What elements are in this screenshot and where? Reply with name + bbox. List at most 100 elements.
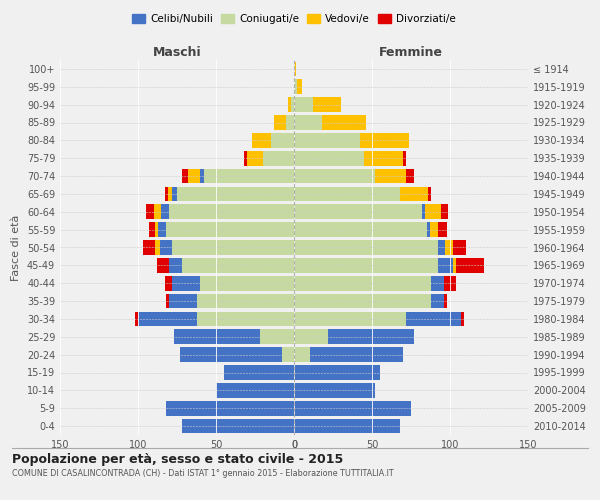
Bar [294,222,427,237]
Bar [297,80,302,94]
Bar [294,419,400,434]
Bar [174,330,260,344]
Bar [428,186,431,201]
Bar [375,168,406,184]
Bar [294,312,406,326]
Bar [169,204,294,219]
Title: Femmine: Femmine [379,46,443,59]
Bar [281,348,294,362]
Bar [445,240,453,255]
Bar [294,186,400,201]
Bar [437,258,453,272]
Bar [180,348,281,362]
Bar [294,151,364,166]
Bar [444,276,456,290]
Bar [425,204,440,219]
Bar [406,168,414,184]
Bar [169,258,182,272]
Y-axis label: Fasce di età: Fasce di età [11,214,21,280]
Bar [157,258,169,272]
Bar [294,80,297,94]
Bar [172,276,200,290]
Bar [182,419,294,434]
Bar [154,204,161,219]
Bar [322,115,366,130]
Bar [294,348,310,362]
Bar [155,240,160,255]
Bar [138,312,197,326]
Bar [294,401,411,415]
Bar [310,348,403,362]
Bar [294,240,437,255]
Bar [294,62,296,76]
Bar [172,186,177,201]
Bar [146,204,154,219]
Bar [160,240,172,255]
Bar [164,186,167,201]
Bar [158,222,166,237]
Bar [169,294,197,308]
Bar [437,240,445,255]
Bar [294,276,431,290]
Bar [172,240,294,255]
Bar [149,222,155,237]
Bar [403,151,406,166]
Bar [166,294,169,308]
Bar [364,151,403,166]
Bar [197,294,294,308]
Bar [177,186,294,201]
Bar [271,133,294,148]
Bar [188,168,200,184]
Bar [294,204,422,219]
Bar [440,204,448,219]
Bar [182,168,188,184]
Bar [461,312,464,326]
Bar [313,98,341,112]
Bar [288,98,291,112]
Bar [294,115,322,130]
Bar [200,276,294,290]
Title: Maschi: Maschi [152,46,202,59]
Bar [294,258,437,272]
Bar [143,240,155,255]
Bar [135,312,138,326]
Bar [247,151,263,166]
Bar [274,115,286,130]
Bar [182,258,294,272]
Bar [161,204,169,219]
Bar [427,222,430,237]
Legend: Celibi/Nubili, Coniugati/e, Vedovi/e, Divorziati/e: Celibi/Nubili, Coniugati/e, Vedovi/e, Di… [128,10,460,29]
Bar [224,365,294,380]
Bar [164,276,172,290]
Bar [328,330,414,344]
Bar [166,401,294,415]
Bar [155,222,158,237]
Bar [294,294,431,308]
Bar [444,294,447,308]
Bar [200,168,203,184]
Bar [294,383,375,398]
Bar [294,365,380,380]
Text: COMUNE DI CASALINCONTRADA (CH) - Dati ISTAT 1° gennaio 2015 - Elaborazione TUTTI: COMUNE DI CASALINCONTRADA (CH) - Dati IS… [12,469,394,478]
Bar [260,330,294,344]
Bar [167,186,172,201]
Bar [422,204,425,219]
Bar [203,168,294,184]
Bar [294,133,359,148]
Bar [400,186,428,201]
Bar [437,222,447,237]
Bar [197,312,294,326]
Bar [294,98,313,112]
Bar [291,98,294,112]
Bar [216,383,294,398]
Bar [453,240,466,255]
Bar [286,115,294,130]
Bar [263,151,294,166]
Bar [431,276,444,290]
Bar [252,133,271,148]
Bar [431,294,444,308]
Bar [294,168,375,184]
Bar [359,133,409,148]
Bar [244,151,247,166]
Bar [430,222,437,237]
